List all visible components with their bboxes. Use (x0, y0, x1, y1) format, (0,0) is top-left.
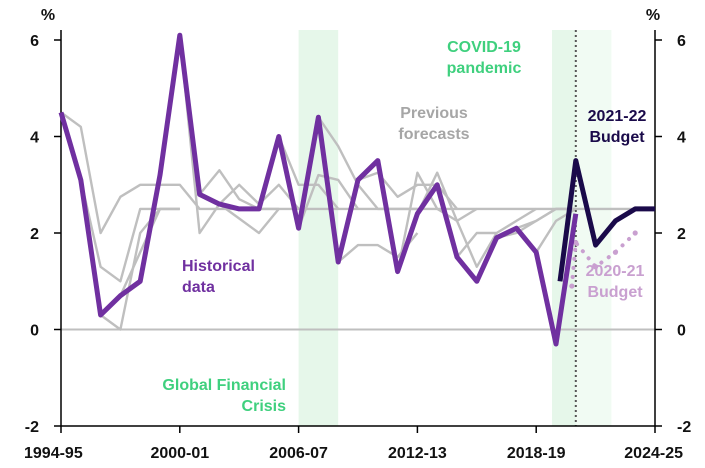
previous-forecasts-label: Previous forecasts (398, 105, 469, 143)
y-tick-label-left: 2 (30, 226, 39, 243)
x-tick-label: 2000-01 (150, 445, 209, 462)
budget-2020-21-label: 2020-21 Budget (586, 263, 645, 301)
y-tick-label-right: -2 (677, 419, 691, 436)
annotation-labels: COVID-19 pandemic Previous forecasts 2021-22… (162, 39, 646, 415)
y-tick-label-right: 0 (677, 323, 686, 340)
historical-data-label: Historical data (182, 258, 255, 296)
previous-forecast-line (198, 169, 279, 211)
previous-forecast-line (178, 35, 280, 235)
previous-forecast-line (317, 116, 418, 211)
y-tick-label-left: 6 (30, 33, 39, 50)
y-tick-label-right: 4 (677, 130, 686, 147)
budget-2020-21-line (569, 231, 638, 289)
y-tick-label-right: 6 (677, 33, 686, 50)
x-tick-label: 1994-95 (24, 445, 83, 462)
unit-label-left: % (41, 7, 55, 24)
y-tick-label-left: 4 (30, 130, 39, 147)
unit-label-right: % (646, 7, 660, 24)
x-tick-label: 2018-19 (507, 445, 566, 462)
previous-forecast-line (416, 171, 498, 268)
axes: -2 -2 0 0 2 2 4 4 6 6% % 1994-95 2000-01 2006-07 2012-… (24, 7, 691, 462)
historical-line (58, 32, 579, 347)
x-tick-label: 2024-25 (624, 445, 683, 462)
y-tick-label-right: 2 (677, 226, 686, 243)
previous-forecast-line (515, 207, 576, 230)
previous-forecast-line (396, 171, 478, 272)
budget-2020-21-point (632, 230, 638, 236)
y-tick-label-left: 0 (30, 323, 39, 340)
gfc-label: Global Financial Crisis (162, 377, 286, 415)
x-tick-label: 2006-07 (269, 445, 328, 462)
previous-forecast-line (456, 207, 537, 258)
budget-2021-22-line (557, 158, 655, 282)
budget-2021-22-label: 2021-22 Budget (588, 108, 647, 146)
y-tick-label-left: -2 (25, 419, 39, 436)
covid-label: COVID-19 pandemic (447, 39, 522, 77)
x-tick-label: 2012-13 (388, 445, 447, 462)
main-series (58, 32, 655, 347)
